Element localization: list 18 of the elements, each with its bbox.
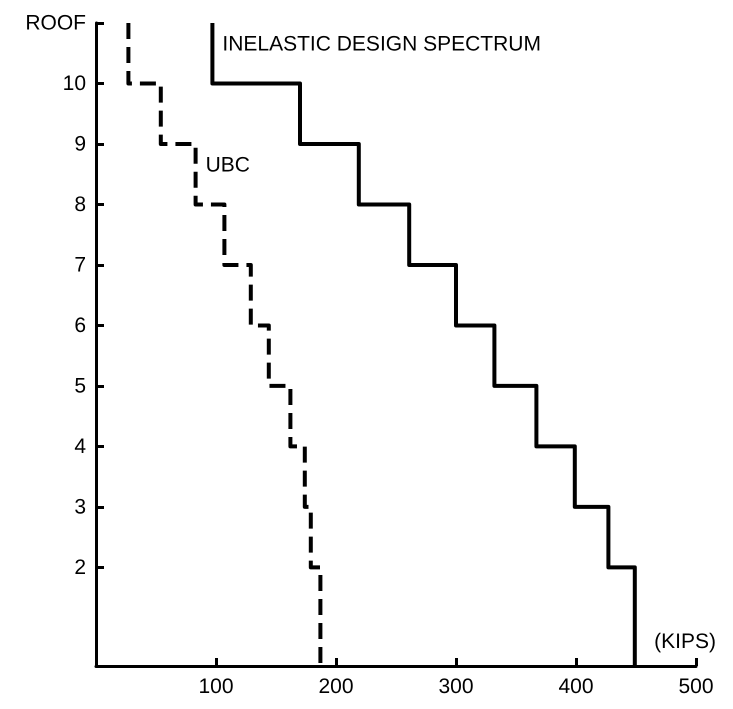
y-tick-label: ROOF xyxy=(25,12,86,34)
series-label: INELASTIC DESIGN SPECTRUM xyxy=(222,32,541,56)
x-tick-label: 200 xyxy=(318,675,354,698)
series-label: UBC xyxy=(206,154,250,177)
x-tick-label: 400 xyxy=(558,675,594,698)
y-tick-label: 5 xyxy=(74,374,86,398)
y-tick-label: 4 xyxy=(74,434,86,458)
x-tick-label: 500 xyxy=(678,675,714,698)
y-tick-label: 3 xyxy=(74,495,86,518)
y-tick-label: 6 xyxy=(74,314,86,337)
y-tick-label: 9 xyxy=(74,132,86,156)
x-axis-title: (KIPS) xyxy=(654,630,716,653)
y-tick-label: 7 xyxy=(74,253,86,276)
x-tick-label: 300 xyxy=(438,675,474,698)
y-tick-label: 10 xyxy=(62,72,86,95)
y-tick-label: 8 xyxy=(74,192,86,216)
x-tick-label: 100 xyxy=(198,675,234,698)
y-tick-label: 2 xyxy=(74,556,86,579)
